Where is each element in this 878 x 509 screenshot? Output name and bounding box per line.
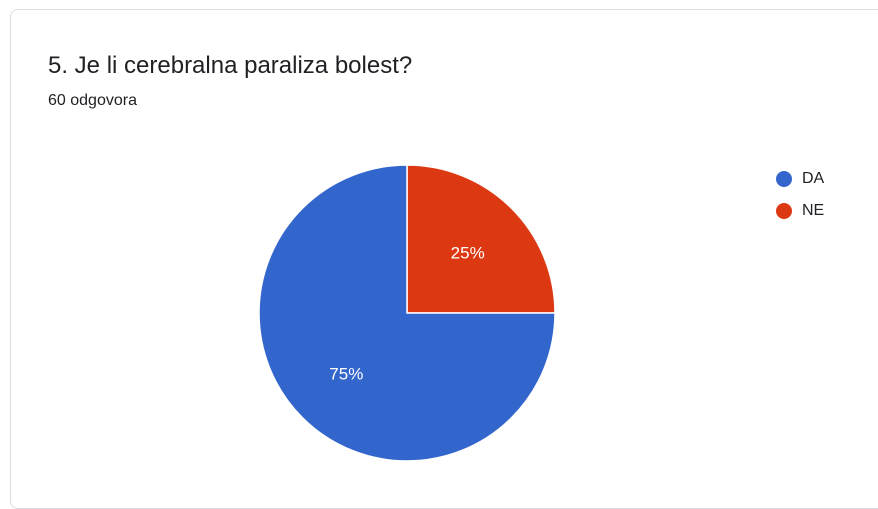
- legend-swatch-da: [776, 171, 792, 187]
- pie-label-da: 75%: [329, 365, 363, 384]
- pie-slice-da[interactable]: [258, 164, 556, 462]
- pie-label-ne: 25%: [451, 243, 485, 262]
- pie-slice-ne[interactable]: [406, 164, 556, 314]
- question-title: 5. Je li cerebralna paraliza bolest?: [48, 52, 413, 79]
- pie-chart: 25% 75%: [258, 164, 556, 462]
- legend-swatch-ne: [776, 203, 792, 219]
- legend-label-da: DA: [802, 170, 825, 187]
- response-count: 60 odgovora: [48, 92, 137, 109]
- legend-item-da[interactable]: DA: [776, 163, 824, 195]
- legend-item-ne[interactable]: NE: [776, 195, 824, 227]
- legend-label-ne: NE: [802, 202, 825, 219]
- chart-legend: DA NE: [776, 163, 824, 227]
